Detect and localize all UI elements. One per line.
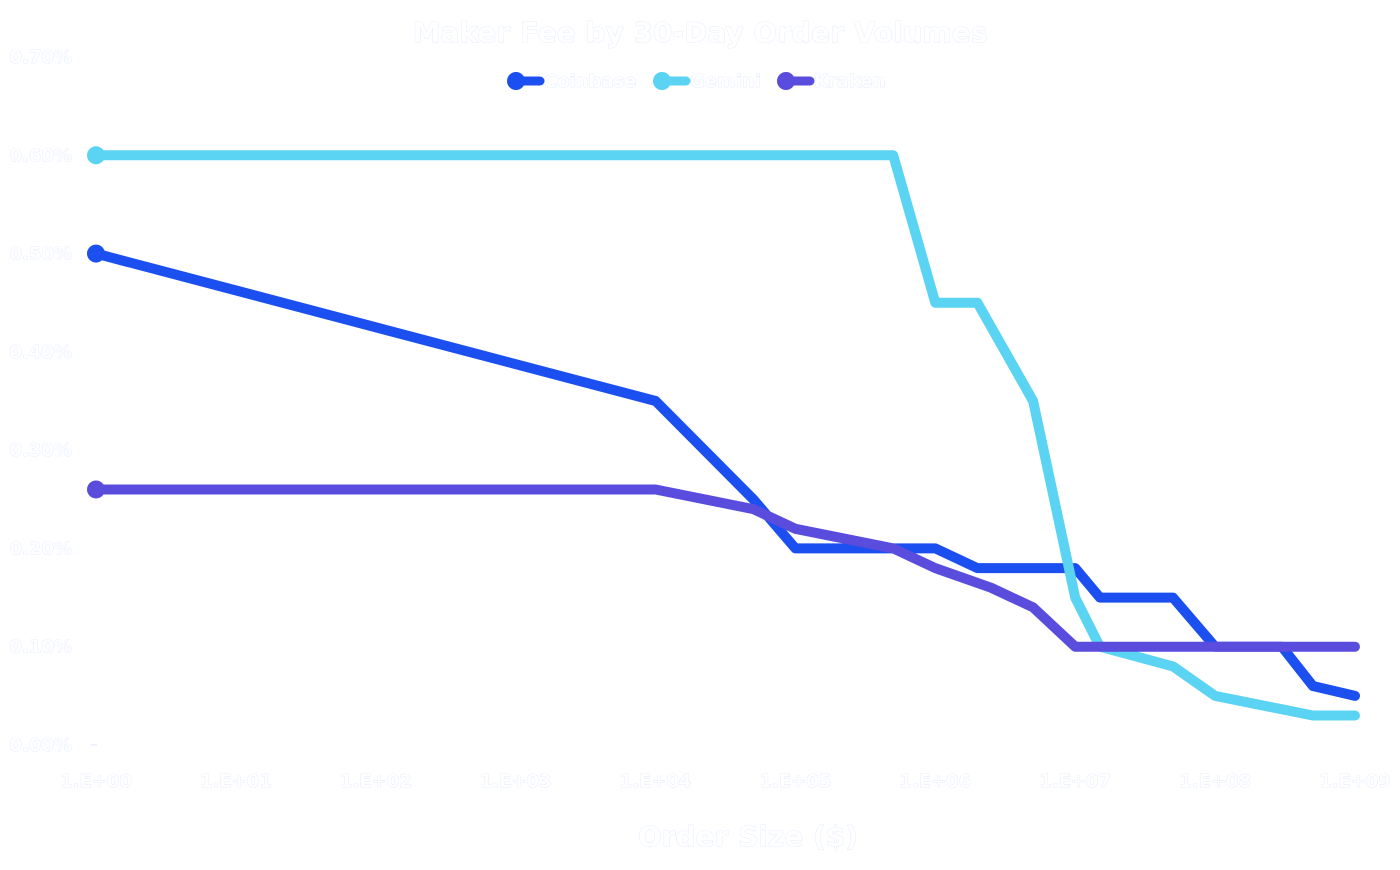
chart-title: Maker Fee by 30-Day Order Volumes (413, 16, 988, 49)
x-tick-label: 1.E+03 (480, 771, 552, 792)
series-line-kraken (91, 484, 1360, 652)
y-tick-label: 0.40% (10, 342, 72, 363)
legend-label: Gemini (690, 71, 761, 92)
legend-swatch-marker (777, 72, 795, 90)
y-tick-label: 0.70% (10, 47, 72, 68)
legend-swatch-marker (507, 72, 525, 90)
legend-item-coinbase: Coinbase (507, 71, 637, 92)
x-tick-label: 1.E+06 (899, 771, 971, 792)
axes: 0.00% 0.10% 0.20% 0.30% 0.40% 0.50% 0.60% 0.70%… (9, 47, 1391, 793)
x-tick-label: 1.E+08 (1179, 771, 1251, 792)
x-tick-label: 1.E+07 (1039, 771, 1111, 792)
y-tick-label: 0.60% (10, 145, 72, 166)
x-tick-label: 1.E+01 (200, 771, 272, 792)
x-tick-label: 1.E+02 (340, 771, 412, 792)
series-start-marker-gemini (87, 146, 105, 165)
legend-item-kraken: Kraken (777, 71, 886, 92)
y-tick-label: 0.50% (10, 244, 72, 265)
x-tick-label: 1.E+05 (760, 771, 832, 792)
chart-legend: Coinbase Gemini Kraken (507, 71, 886, 92)
series-start-marker-coinbase (87, 244, 105, 263)
y-tick-label: 0.10% (10, 637, 72, 658)
legend-label: Kraken (814, 71, 885, 92)
series-start-marker-kraken (87, 480, 105, 499)
legend-label: Coinbase (544, 71, 637, 92)
legend-item-gemini: Gemini (653, 71, 761, 92)
series-line-gemini (91, 150, 1360, 721)
series-line-coinbase (91, 248, 1360, 701)
x-tick-label: 1.E+09 (1319, 771, 1391, 792)
series-markers (87, 146, 105, 499)
legend-swatch-marker (653, 72, 671, 90)
y-tick-label: 0.20% (10, 538, 72, 559)
y-tick-label: 0.00% (10, 735, 72, 756)
x-axis-label: Order Size ($) (638, 820, 858, 853)
series-lines (91, 150, 1360, 721)
x-tick-label: 1.E+00 (60, 771, 132, 792)
x-tick-label: 1.E+04 (620, 771, 692, 792)
y-tick-label: 0.30% (10, 440, 72, 461)
